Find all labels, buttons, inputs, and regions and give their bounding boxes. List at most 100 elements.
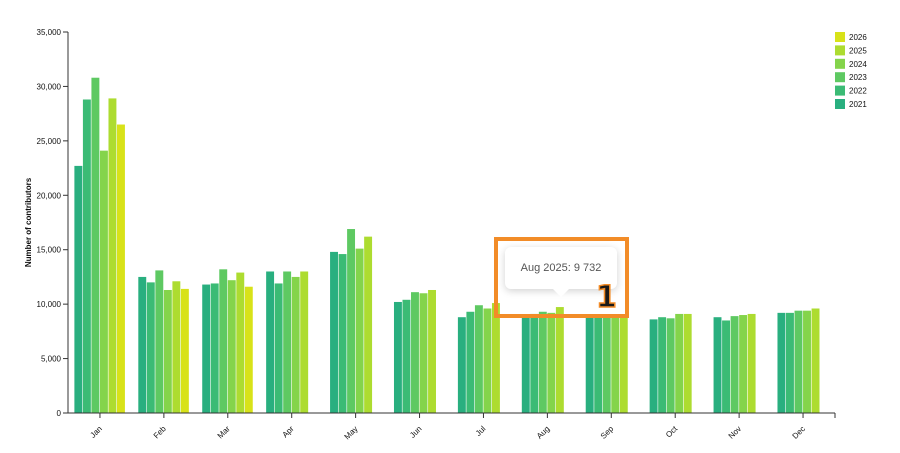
x-tick-label: Apr (281, 424, 296, 439)
bar-Jan-2026[interactable] (117, 124, 125, 414)
y-axis-label: Number of contributors (24, 177, 33, 267)
bar-Nov-2024[interactable] (739, 315, 748, 413)
bar-Feb-2024[interactable] (163, 289, 172, 413)
bar-Sep-2025[interactable] (619, 316, 628, 413)
bar-Apr-2025[interactable] (300, 271, 309, 413)
bar-Apr-2021[interactable] (266, 271, 275, 413)
bar-Jul-2021[interactable] (457, 317, 466, 413)
bar-Sep-2023[interactable] (602, 316, 611, 413)
x-tick-label: Jan (88, 424, 103, 439)
bar-Feb-2026[interactable] (180, 288, 189, 413)
legend-swatch (835, 99, 845, 109)
bar-Oct-2023[interactable] (666, 318, 675, 413)
bar-Dec-2023[interactable] (794, 310, 803, 413)
bar-Jan-2022[interactable] (82, 99, 91, 414)
tooltip: Aug 2025: 9 732 (505, 247, 617, 297)
annotation-box (494, 237, 629, 318)
bar-Sep-2021[interactable] (585, 317, 594, 413)
bar-Nov-2021[interactable] (713, 317, 722, 413)
legend-label: 2022 (849, 87, 867, 96)
legend-item-2025[interactable]: 2025 (835, 45, 867, 56)
bar-Nov-2023[interactable] (730, 316, 739, 413)
bar-Jun-2023[interactable] (411, 292, 419, 413)
x-tick-label: Feb (152, 424, 169, 441)
bar-May-2021[interactable] (330, 251, 338, 413)
bar-Jun-2021[interactable] (393, 301, 402, 413)
bar-Aug-2023[interactable] (538, 311, 547, 413)
x-tick-label: Sep (599, 424, 616, 441)
bar-Feb-2021[interactable] (138, 276, 147, 413)
bar-Dec-2022[interactable] (785, 312, 794, 413)
bar-Mar-2024[interactable] (227, 280, 236, 413)
bar-Oct-2024[interactable] (675, 313, 684, 413)
bar-Jul-2022[interactable] (466, 311, 475, 413)
bar-May-2024[interactable] (355, 248, 364, 413)
bar-Jul-2025[interactable] (491, 303, 500, 413)
bar-May-2025[interactable] (364, 236, 373, 413)
legend-label: 2023 (849, 73, 867, 82)
bar-Oct-2025[interactable] (683, 313, 692, 413)
bar-Jan-2023[interactable] (91, 77, 100, 413)
y-tick-label: 35,000 (37, 28, 62, 37)
x-tick-label: Nov (727, 424, 743, 440)
x-tick-label: May (343, 424, 360, 441)
bar-Jun-2024[interactable] (419, 293, 428, 413)
legend-label: 2024 (849, 60, 867, 69)
bar-Jun-2022[interactable] (402, 299, 411, 413)
bar-May-2023[interactable] (347, 229, 356, 413)
bar-Sep-2022[interactable] (594, 317, 603, 413)
bar-Mar-2023[interactable] (219, 269, 228, 413)
legend-item-2022[interactable]: 2022 (835, 85, 867, 96)
bar-Jul-2023[interactable] (474, 305, 483, 413)
bar-Aug-2022[interactable] (530, 313, 539, 413)
bar-Jan-2024[interactable] (99, 150, 108, 413)
bar-May-2022[interactable] (338, 254, 347, 413)
bar-Apr-2022[interactable] (274, 283, 283, 413)
legend-item-2024[interactable]: 2024 (835, 58, 867, 69)
x-tick-label: Jun (408, 424, 423, 439)
bar-Feb-2023[interactable] (155, 270, 164, 413)
bar-Jan-2025[interactable] (108, 98, 117, 413)
bar-Nov-2022[interactable] (722, 320, 731, 413)
bar-Jan-2021[interactable] (74, 165, 83, 413)
y-tick-label: 25,000 (37, 137, 62, 146)
legend-item-2023[interactable]: 2023 (835, 72, 867, 83)
bar-Jun-2025[interactable] (428, 289, 436, 413)
legend-swatch (835, 32, 845, 42)
legend-label: 2026 (849, 33, 867, 42)
y-tick-label: 30,000 (37, 82, 62, 91)
y-tick-label: 15,000 (37, 246, 62, 255)
x-tick-label: Aug (535, 424, 551, 440)
bar-Apr-2024[interactable] (291, 276, 300, 413)
legend-swatch (835, 72, 845, 83)
bar-Mar-2021[interactable] (202, 284, 211, 413)
legend-item-2021[interactable]: 2021 (835, 99, 867, 109)
bar-Sep-2024[interactable] (611, 316, 620, 413)
legend-item-2026[interactable]: 2026 (835, 32, 867, 42)
bar-Aug-2024[interactable] (547, 312, 556, 413)
x-tick-label: Oct (664, 424, 680, 440)
tooltip-text: Aug 2025: 9 732 (520, 262, 602, 274)
legend-swatch (835, 45, 845, 56)
bar-Aug-2025[interactable] (555, 307, 564, 413)
bar-Feb-2025[interactable] (172, 281, 181, 413)
y-tick-label: 20,000 (37, 191, 62, 200)
bar-Oct-2022[interactable] (658, 317, 667, 413)
bar-Mar-2025[interactable] (236, 272, 245, 413)
x-tick-label: Mar (216, 424, 232, 440)
bar-Feb-2022[interactable] (146, 282, 155, 413)
bar-Dec-2024[interactable] (803, 310, 811, 413)
legend-swatch (835, 58, 845, 69)
bar-Aug-2021[interactable] (521, 315, 530, 413)
bar-Dec-2025[interactable] (811, 308, 820, 413)
bar-Mar-2026[interactable] (244, 286, 253, 413)
bar-Dec-2021[interactable] (777, 312, 786, 413)
bar-Jul-2024[interactable] (483, 308, 492, 413)
y-tick-label: 10,000 (37, 300, 62, 309)
bar-Oct-2021[interactable] (649, 319, 658, 413)
bar-Nov-2025[interactable] (747, 313, 756, 413)
bar-Apr-2023[interactable] (283, 271, 292, 413)
y-tick-label: 0 (57, 409, 62, 418)
bar-Mar-2022[interactable] (210, 283, 219, 413)
